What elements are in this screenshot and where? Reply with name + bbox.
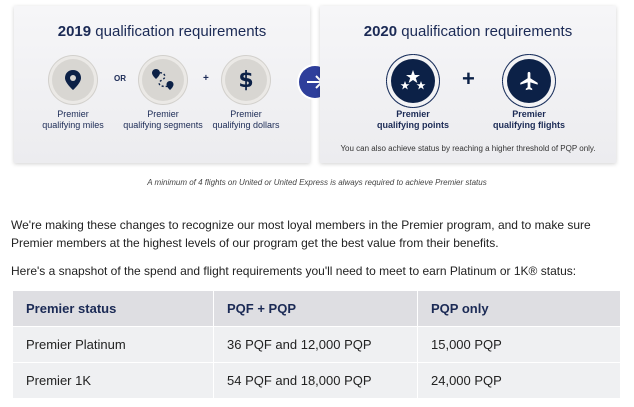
card-2019-year: 2019: [57, 23, 92, 40]
header-premier-status: Premier status: [12, 290, 214, 327]
table-header-row: Premier status PQF + PQP PQP only: [12, 290, 621, 327]
pqp-only-note: You can also achieve status by reaching …: [340, 144, 596, 153]
card-2019-requirements: 2019 qualification requirements Premier …: [14, 6, 310, 163]
cell-pqp-only: 24,000 PQP: [417, 362, 621, 399]
status-requirements-table: Premier status PQF + PQP PQP only Premie…: [12, 290, 621, 399]
cell-status: Premier Platinum: [12, 326, 214, 363]
header-pqp-only: PQP only: [417, 290, 621, 327]
airplane-icon: [502, 54, 556, 108]
plus-label-2020: +: [462, 66, 475, 91]
header-pqf-pqp: PQF + PQP: [213, 290, 418, 327]
card-2019-title: 2019 qualification requirements: [14, 23, 310, 40]
cell-pqp-only: 15,000 PQP: [417, 326, 621, 363]
cell-status: Premier 1K: [12, 362, 214, 399]
dollar-icon: $: [225, 59, 267, 101]
card-2020-title: 2020 qualification requirements: [320, 23, 616, 40]
caption-qualifying-miles: Premier qualifying miles: [42, 109, 104, 130]
or-label: OR: [114, 74, 126, 83]
card-2020-title-text: qualification requirements: [401, 23, 573, 40]
intro-paragraph: We're making these changes to recognize …: [11, 218, 591, 250]
plus-label: +: [203, 73, 209, 84]
snapshot-paragraph: Here's a snapshot of the spend and fligh…: [11, 264, 577, 278]
table-row: Premier 1K 54 PQF and 18,000 PQP 24,000 …: [12, 362, 621, 399]
card-2020-requirements: 2020 qualification requirements Premier …: [320, 6, 616, 163]
route-icon: [142, 59, 184, 101]
card-2020-year: 2020: [363, 23, 398, 40]
cell-pqf-pqp: 54 PQF and 18,000 PQP: [213, 362, 418, 399]
table-row: Premier Platinum 36 PQF and 12,000 PQP 1…: [12, 326, 621, 363]
cell-pqf-pqp: 36 PQF and 12,000 PQP: [213, 326, 418, 363]
stars-icon: [386, 54, 440, 108]
minimum-flights-footnote: A minimum of 4 flights on United or Unit…: [147, 178, 487, 187]
caption-qualifying-segments: Premier qualifying segments: [123, 109, 203, 130]
caption-qualifying-points: Premier qualifying points: [377, 109, 449, 130]
caption-qualifying-dollars: Premier qualifying dollars: [212, 109, 280, 130]
card-2019-title-text: qualification requirements: [95, 23, 267, 40]
map-pin-icon: [52, 59, 94, 101]
caption-qualifying-flights: Premier qualifying flights: [493, 109, 565, 130]
